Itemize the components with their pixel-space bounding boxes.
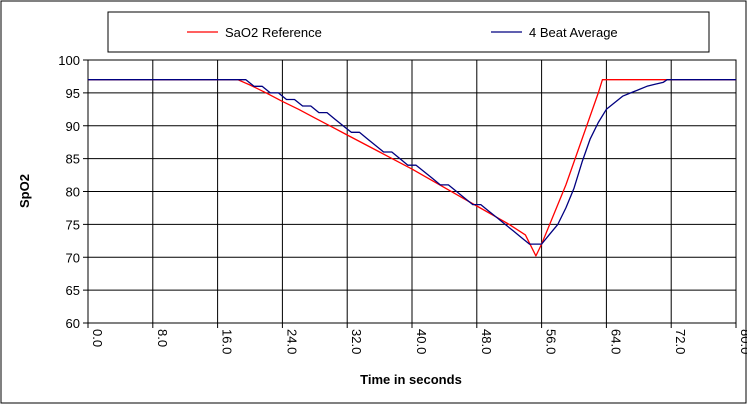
x-axis-title: Time in seconds <box>360 372 462 387</box>
y-tick-label: 80 <box>66 185 80 200</box>
y-tick-label: 65 <box>66 283 80 298</box>
legend: SaO2 Reference 4 Beat Average <box>107 11 710 53</box>
x-tick-label: 8.0 <box>155 329 170 347</box>
plot-border <box>87 59 737 324</box>
x-tick-label: 56.0 <box>544 329 559 354</box>
y-tick-label: 75 <box>66 217 80 232</box>
y-tick-label: 60 <box>66 316 80 331</box>
plot-area: 60 65 70 75 80 85 90 95 100 0.0 8.0 16.0 24.0 32.0 40.… <box>58 53 747 354</box>
x-tick-label: 72.0 <box>673 329 688 354</box>
x-tick-label: 0.0 <box>90 329 105 347</box>
x-tick-label: 80.0 <box>738 329 747 354</box>
x-tick-label: 16.0 <box>220 329 235 354</box>
x-tick-label: 24.0 <box>284 329 299 354</box>
legend-label-sao2-reference: SaO2 Reference <box>225 25 322 40</box>
y-tick-label: 95 <box>66 86 80 101</box>
y-tick-label: 90 <box>66 119 80 134</box>
y-tick-label: 85 <box>66 152 80 167</box>
y-tick-label: 100 <box>58 53 80 68</box>
series-line-4-beat-average <box>88 79 736 245</box>
x-tick-label: 32.0 <box>349 329 364 354</box>
y-tick-label: 70 <box>66 250 80 265</box>
legend-label-4-beat-average: 4 Beat Average <box>529 25 618 40</box>
y-axis-title: SpO2 <box>17 174 32 208</box>
x-tick-label: 64.0 <box>608 329 623 354</box>
x-tick-label: 40.0 <box>414 329 429 354</box>
x-tick-label: 48.0 <box>479 329 494 354</box>
